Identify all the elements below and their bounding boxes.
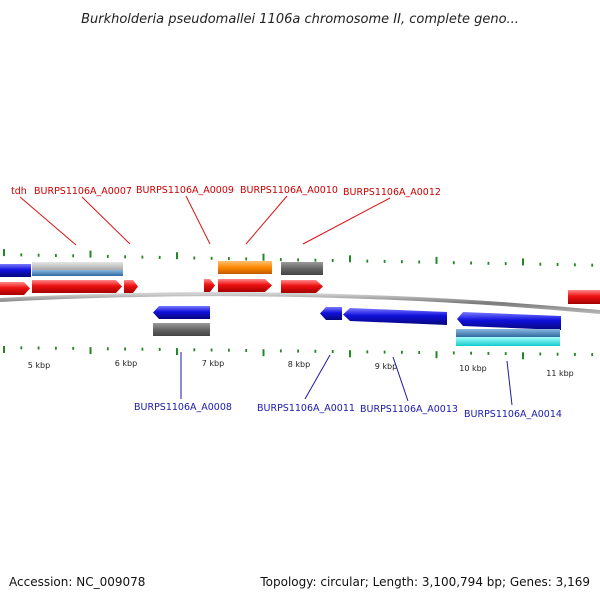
callout-line xyxy=(506,360,513,406)
summary-text: Topology: circular; Length: 3,100,794 bp… xyxy=(259,575,590,589)
gene-arrow xyxy=(457,312,561,330)
callout-line xyxy=(392,356,409,402)
forward-gene-labels: tdh BURPS1106A_A0007 BURPS1106A_A0009 BU… xyxy=(11,185,441,246)
kbp-label: 5 kbp xyxy=(28,361,50,370)
callout-line xyxy=(302,197,391,245)
forward-strand-genes xyxy=(0,279,600,304)
feature-block xyxy=(456,337,560,346)
callout-line xyxy=(185,195,211,245)
gene-arrow xyxy=(281,280,323,293)
gene-label: BURPS1106A_A0009 xyxy=(136,185,234,196)
feature-block xyxy=(218,261,272,274)
gene-arrow xyxy=(153,306,210,319)
feature-block xyxy=(32,262,123,270)
callout-line xyxy=(245,195,288,245)
kbp-label: 7 kbp xyxy=(202,359,224,368)
gene-label: BURPS1106A_A0010 xyxy=(240,185,338,196)
kbp-label: 6 kbp xyxy=(115,359,137,368)
callout-line xyxy=(19,196,77,246)
feature-block xyxy=(456,329,560,337)
accession-text: Accession: NC_009078 xyxy=(9,575,145,589)
kbp-label: 9 kbp xyxy=(375,362,397,371)
reverse-strand-features xyxy=(153,323,560,346)
reverse-gene-labels: BURPS1106A_A0008 BURPS1106A_A0011 BURPS1… xyxy=(134,352,562,420)
gene-arrow xyxy=(32,280,122,293)
callout-line xyxy=(304,354,331,400)
gene-label: BURPS1106A_A0011 xyxy=(257,403,355,414)
forward-strand-features xyxy=(0,261,323,277)
map-title: Burkholderia pseudomallei 1106a chromoso… xyxy=(81,12,519,27)
kbp-label: 10 kbp xyxy=(459,364,487,373)
gene-label: tdh xyxy=(11,186,27,197)
gene-label: BURPS1106A_A0014 xyxy=(464,409,562,420)
gene-arrow xyxy=(320,307,342,320)
kbp-label: 8 kbp xyxy=(288,360,310,369)
feature-block xyxy=(153,323,210,336)
kbp-label: 11 kbp xyxy=(546,369,574,378)
gene-label: BURPS1106A_A0007 xyxy=(34,186,132,197)
chromosome-backbone xyxy=(0,292,600,314)
reverse-strand-genes xyxy=(153,306,561,330)
upper-tick-row xyxy=(3,249,594,267)
gene-label: BURPS1106A_A0012 xyxy=(343,187,441,198)
callout-line xyxy=(81,196,131,245)
lower-tick-row xyxy=(3,346,594,360)
gene-label: BURPS1106A_A0013 xyxy=(360,404,458,415)
gene-arrow xyxy=(0,282,30,295)
feature-block xyxy=(0,264,31,277)
feature-block xyxy=(281,262,323,275)
gene-arrow xyxy=(204,279,215,292)
gene-block xyxy=(568,290,600,304)
gene-label: BURPS1106A_A0008 xyxy=(134,402,232,413)
gene-arrow xyxy=(218,279,272,292)
kbp-labels: 5 kbp 6 kbp 7 kbp 8 kbp 9 kbp 10 kbp 11 … xyxy=(28,359,574,378)
feature-block xyxy=(32,270,123,276)
gene-arrow xyxy=(124,280,138,293)
gene-arrow xyxy=(343,308,447,325)
